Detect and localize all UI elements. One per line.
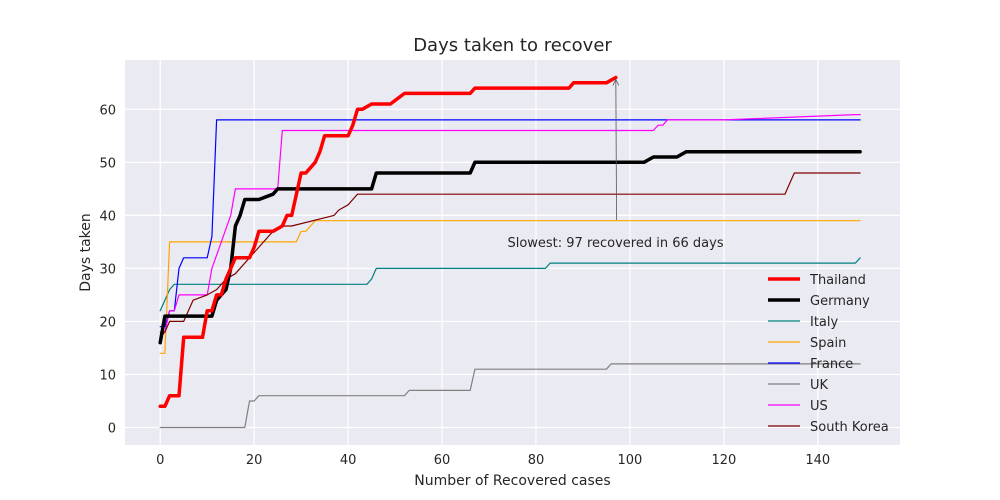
y-tick-label: 30 (99, 262, 116, 277)
y-tick-label: 0 (108, 422, 116, 437)
x-tick-label: 40 (340, 453, 357, 468)
legend: Thailand Germany Italy Spain France UK US South… (768, 273, 889, 435)
y-tick-label: 50 (99, 156, 116, 171)
series-line-italy (159, 257, 861, 312)
legend-label: US (810, 399, 828, 414)
legend-label: UK (810, 378, 829, 393)
legend-label: Thailand (809, 273, 866, 288)
x-axis-label: Number of Recovered cases (414, 473, 610, 489)
x-tick-label: 120 (711, 453, 736, 468)
y-tick-label: 20 (99, 315, 116, 330)
series-line-thailand (158, 75, 618, 409)
chart-title: Days taken to recover (413, 35, 612, 56)
x-tick-label: 140 (805, 453, 830, 468)
series-line-uk (159, 363, 861, 429)
series-line-south-korea (159, 172, 861, 338)
y-tick-label: 10 (99, 368, 116, 383)
annotation-arrow (615, 79, 617, 220)
x-tick-label: 0 (156, 453, 164, 468)
legend-label: Spain (810, 336, 846, 351)
y-tick-label: 60 (99, 103, 116, 118)
legend-label: South Korea (810, 420, 889, 435)
x-tick-label: 60 (434, 453, 451, 468)
y-tick-label: 40 (99, 209, 116, 224)
legend-label: Italy (810, 315, 839, 330)
annotation-text: Slowest: 97 recovered in 66 days (507, 236, 723, 251)
x-tick-label: 100 (618, 453, 643, 468)
tick-labels: 0 20 40 60 80 100 120 140 0 10 20 30 40 50 60 (99, 103, 830, 468)
annotation: Slowest: 97 recovered in 66 days (507, 78, 724, 251)
x-tick-label: 80 (528, 453, 545, 468)
legend-label: France (810, 357, 853, 372)
y-axis-label: Days taken (78, 213, 94, 292)
legend-label: Germany (810, 294, 870, 309)
series-line-spain (159, 220, 861, 354)
x-tick-label: 20 (246, 453, 263, 468)
annotation-arrowhead (612, 78, 620, 86)
series-layer (158, 75, 862, 429)
